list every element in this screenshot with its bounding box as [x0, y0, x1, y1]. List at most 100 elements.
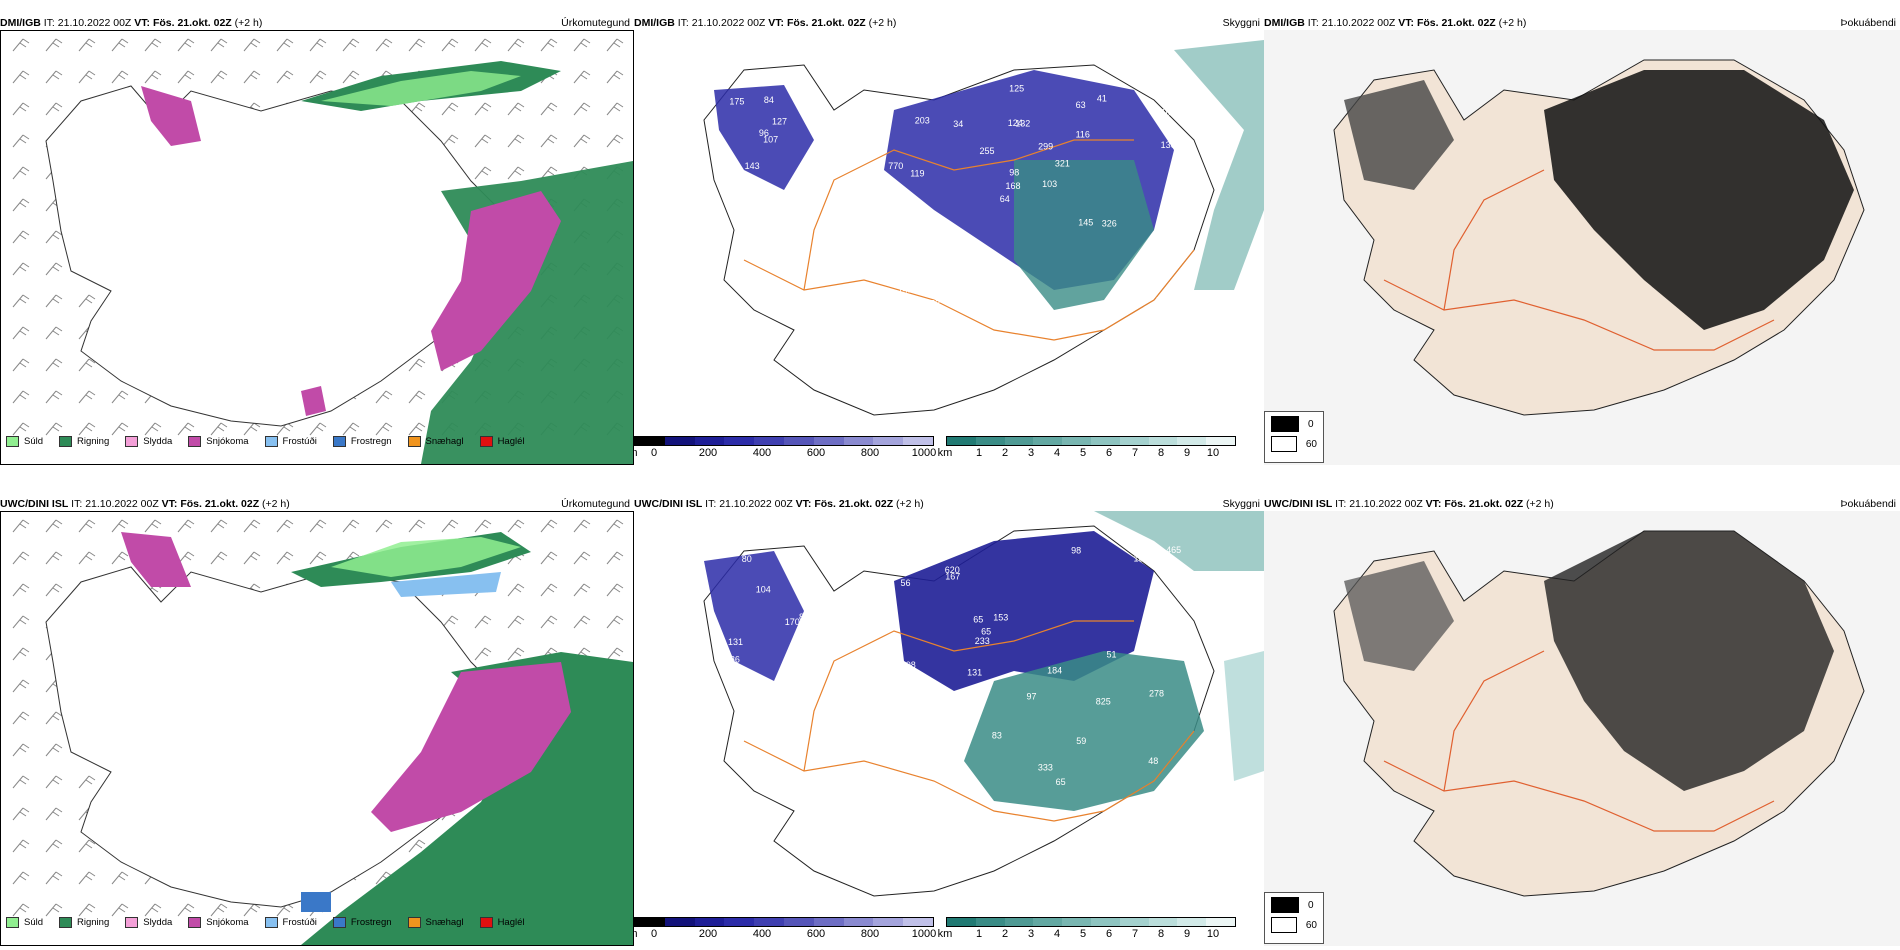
- lead-time: (+2 h): [896, 498, 924, 510]
- visibility-value: 10: [927, 74, 937, 84]
- scale-swatch: [1177, 918, 1207, 926]
- lead-time: (+2 h): [234, 17, 263, 29]
- legend-swatch: [59, 917, 73, 928]
- visibility-value: 97: [1027, 691, 1037, 701]
- model-source: UWC/DINI ISL: [0, 498, 69, 510]
- wind-barb: [111, 551, 129, 565]
- fog-legend-swatch: [1271, 436, 1297, 452]
- wind-barb: [144, 70, 162, 84]
- wind-barb: [177, 519, 195, 533]
- visibility-value: 103: [1042, 179, 1057, 189]
- scale-tick: 4: [1053, 928, 1061, 940]
- wind-barb: [243, 551, 261, 565]
- visibility-value: 65: [973, 614, 983, 624]
- visibility-value: 82: [799, 612, 809, 622]
- snow-area-west: [121, 532, 191, 587]
- lead-time: (+2 h): [262, 498, 290, 510]
- scale-swatch: [813, 437, 844, 445]
- road-network: [743, 139, 1195, 341]
- visibility-value: 109: [1156, 295, 1171, 305]
- legend-label: Rigning: [77, 436, 110, 447]
- wind-barb: [243, 519, 261, 533]
- fog-area: [1544, 531, 1834, 791]
- scale-swatch: [783, 918, 814, 926]
- visibility-value: 278: [1149, 689, 1164, 699]
- init-time: 21.10.2022 00Z: [691, 17, 766, 29]
- wind-barb: [78, 551, 96, 565]
- scale-swatch: [947, 437, 976, 445]
- legend-item: Snæhagl: [407, 917, 464, 928]
- wind-barb: [12, 422, 30, 436]
- model-source: DMI/IGB: [634, 17, 675, 29]
- wind-barb: [573, 519, 591, 533]
- visibility-value: 120: [726, 173, 741, 183]
- legend-swatch: [125, 436, 139, 447]
- map-frame: [0, 511, 634, 946]
- scale-tick: 3: [1027, 928, 1035, 940]
- wind-barb: [45, 102, 63, 116]
- fog-legend-swatch: [1271, 416, 1299, 432]
- legend-item: Frostúði: [264, 917, 317, 928]
- wind-barb: [573, 38, 591, 52]
- wind-barb: [210, 422, 228, 436]
- legend-swatch: [479, 917, 493, 928]
- wind-barb: [78, 871, 96, 885]
- legend-label: Frostregn: [350, 436, 392, 447]
- legend-label: Snjókoma: [206, 917, 249, 928]
- wind-barb: [441, 38, 459, 52]
- visibility-value: 84: [764, 95, 774, 105]
- init-time-label: IT:: [677, 17, 689, 29]
- visibility-map: 170 8286801042801315965655610882488396971…: [703, 511, 1264, 897]
- legend-swatch: [332, 917, 346, 928]
- visibility-value: 825: [1096, 697, 1111, 707]
- panel-title: Úrkomutegund: [561, 498, 630, 510]
- legend-swatch: [264, 917, 278, 928]
- scale-tick: 200: [698, 928, 718, 940]
- fog-legend-item: 60: [1265, 432, 1323, 452]
- visibility-value: 280: [790, 653, 805, 663]
- scale-swatch: [873, 437, 904, 445]
- scale-tick: 0: [650, 928, 658, 940]
- valid-time: Fös. 21.okt. 02Z: [152, 17, 232, 29]
- wind-barb: [243, 70, 261, 84]
- wind-barb: [243, 422, 261, 436]
- scale-swatch: [1090, 918, 1120, 926]
- wind-barb: [12, 262, 30, 276]
- lead-time: (+2 h): [1526, 498, 1554, 510]
- panel-dmi-fog: DMI/IGB IT: 21.10.2022 00Z VT: Fös. 21.o…: [1264, 16, 1900, 465]
- legend-label: Snæhagl: [425, 436, 464, 447]
- visibility-value: 104: [756, 584, 771, 594]
- legend-swatch: [407, 917, 421, 928]
- legend-swatch: [479, 436, 493, 447]
- visibility-value: 330: [935, 705, 950, 715]
- scale-swatch: [724, 918, 755, 926]
- scale-tick: 6: [1105, 928, 1113, 940]
- panel-header: DMI/IGB IT: 21.10.2022 00Z VT: Fös. 21.o…: [1264, 16, 1900, 30]
- scale-swatch: [783, 437, 814, 445]
- fog-legend-swatch: [1271, 897, 1299, 913]
- wind-barb: [474, 166, 492, 180]
- wind-barb: [45, 551, 63, 565]
- visibility-value: 132: [1015, 119, 1030, 129]
- wind-barb: [342, 38, 360, 52]
- scale-swatch: [635, 918, 665, 926]
- wind-barb: [177, 903, 195, 917]
- panel-uwc-visibility: UWC/DINI ISL IT: 21.10.2022 00Z VT: Fös.…: [634, 497, 1264, 946]
- wind-barb: [111, 70, 129, 84]
- visibility-value: 770: [888, 161, 903, 171]
- scale-swatch: [664, 918, 695, 926]
- wind-barb: [606, 551, 624, 565]
- scale-tick: 9: [1183, 447, 1191, 459]
- legend-item: Haglél: [479, 436, 525, 447]
- wind-barb: [573, 551, 591, 565]
- legend-item: Frostregn: [332, 436, 392, 447]
- wind-barb: [474, 134, 492, 148]
- wind-barb: [540, 134, 558, 148]
- visibility-value: 119: [910, 169, 924, 179]
- wind-barb: [375, 38, 393, 52]
- freezing-rain-area: [301, 892, 331, 912]
- wind-barb: [408, 519, 426, 533]
- visibility-value: 620: [945, 565, 960, 575]
- visibility-value: 143: [745, 161, 760, 171]
- scale-swatch: [1033, 918, 1063, 926]
